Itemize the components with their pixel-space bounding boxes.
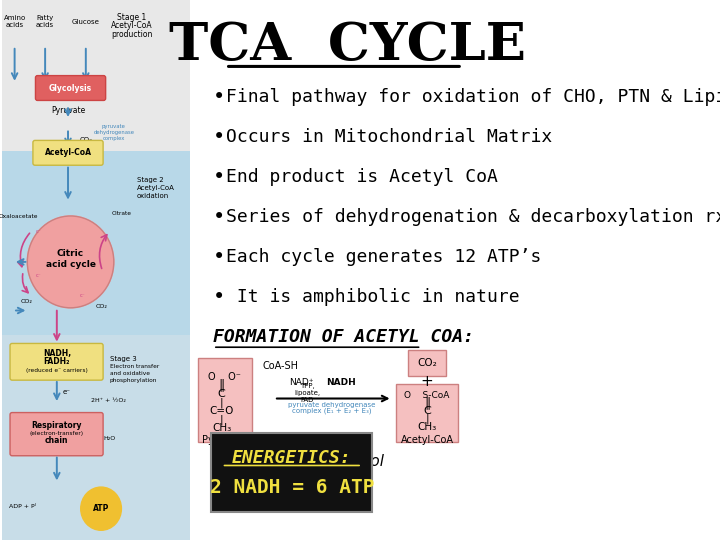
Text: and oxidative: and oxidative (109, 371, 150, 376)
Text: C=O: C=O (210, 406, 234, 416)
Text: C: C (217, 389, 225, 399)
Text: Amino
acids: Amino acids (4, 15, 26, 28)
Text: ATP: ATP (93, 504, 109, 513)
Text: NADH,: NADH, (42, 349, 71, 358)
FancyBboxPatch shape (33, 140, 103, 165)
Text: O    O⁻: O O⁻ (208, 372, 241, 382)
Text: H₂O: H₂O (104, 436, 116, 441)
Text: ADP + Pᴵ: ADP + Pᴵ (9, 504, 35, 509)
Text: TPP,
lipoate,
FAD: TPP, lipoate, FAD (294, 382, 320, 403)
Circle shape (81, 487, 122, 530)
Text: Series of dehydrogenation & decarboxylation rxns: Series of dehydrogenation & decarboxylat… (225, 208, 720, 226)
Text: FORMATION OF ACETYL COA:: FORMATION OF ACETYL COA: (213, 328, 474, 347)
Text: oxidation: oxidation (137, 193, 169, 199)
Text: CO₂: CO₂ (95, 304, 107, 309)
Text: c⁻: c⁻ (36, 228, 41, 234)
Text: Stage 3: Stage 3 (109, 355, 137, 362)
Text: •: • (213, 207, 225, 227)
Text: •: • (213, 87, 225, 107)
Text: CO₂: CO₂ (417, 358, 437, 368)
FancyBboxPatch shape (212, 433, 372, 512)
Text: 2 NADH = 6 ATP: 2 NADH = 6 ATP (210, 478, 374, 497)
Text: Citrate: Citrate (112, 211, 132, 217)
Text: Each cycle generates 12 ATP’s: Each cycle generates 12 ATP’s (225, 248, 541, 266)
Text: pyruvate
dehydrogenase
complex: pyruvate dehydrogenase complex (94, 124, 135, 140)
FancyBboxPatch shape (2, 151, 190, 335)
Text: •: • (213, 247, 225, 267)
Text: +: + (420, 374, 433, 389)
Text: C: C (423, 406, 431, 416)
FancyBboxPatch shape (395, 384, 458, 442)
FancyBboxPatch shape (10, 413, 103, 456)
Text: ΔG°’ = −33.4 kJ/mol: ΔG°’ = −33.4 kJ/mol (229, 454, 385, 469)
Text: Electron transfer: Electron transfer (109, 364, 159, 369)
Text: production: production (111, 30, 152, 39)
Text: c⁻: c⁻ (79, 293, 85, 299)
Text: Oxaloacetate: Oxaloacetate (0, 213, 38, 219)
FancyBboxPatch shape (10, 343, 103, 380)
Text: complex (E₁ + E₂ + E₃): complex (E₁ + E₂ + E₃) (292, 408, 372, 414)
Text: Glycolysis: Glycolysis (49, 84, 92, 92)
Text: O    S-CoA: O S-CoA (405, 391, 450, 400)
Text: Fatty
acids: Fatty acids (36, 15, 54, 28)
Text: c⁻: c⁻ (36, 273, 41, 278)
Text: Final pathway for oxidation of CHO, PTN & Lipid: Final pathway for oxidation of CHO, PTN … (225, 88, 720, 106)
Text: 2H⁺ + ½O₂: 2H⁺ + ½O₂ (91, 398, 126, 403)
Text: Acetyl-CoA: Acetyl-CoA (45, 148, 91, 157)
Text: Acetyl-CoA: Acetyl-CoA (111, 22, 153, 30)
Text: phosphorylation: phosphorylation (109, 378, 157, 383)
FancyBboxPatch shape (2, 335, 190, 540)
Text: ENERGETICS:: ENERGETICS: (232, 449, 351, 468)
Text: |: | (220, 414, 223, 425)
Text: ∥: ∥ (218, 379, 225, 392)
Text: Respiratory: Respiratory (32, 421, 82, 430)
Text: •: • (213, 287, 225, 307)
Text: (reduced e⁻ carriers): (reduced e⁻ carriers) (26, 368, 88, 374)
Text: pyruvate dehydrogenase: pyruvate dehydrogenase (288, 402, 375, 408)
Text: Pyruvate: Pyruvate (202, 435, 246, 445)
Text: It is amphibolic in nature: It is amphibolic in nature (225, 288, 519, 306)
Text: |: | (426, 414, 429, 424)
Text: CH₃: CH₃ (418, 422, 437, 432)
Text: Acetyl-CoA: Acetyl-CoA (400, 435, 454, 445)
FancyBboxPatch shape (408, 350, 446, 376)
Text: TCA  CYCLE: TCA CYCLE (169, 21, 526, 71)
Text: e⁻: e⁻ (63, 388, 71, 395)
Text: •: • (213, 127, 225, 147)
Text: •: • (213, 167, 225, 187)
Text: Citric
acid cycle: Citric acid cycle (45, 249, 96, 269)
Text: CO₂: CO₂ (20, 299, 32, 304)
Text: CH₃: CH₃ (212, 423, 231, 433)
Text: Glucose: Glucose (72, 18, 100, 25)
Text: CO₂: CO₂ (79, 137, 92, 144)
Text: FADH₂: FADH₂ (44, 357, 70, 366)
Text: Occurs in Mitochondrial Matrix: Occurs in Mitochondrial Matrix (225, 128, 552, 146)
FancyBboxPatch shape (2, 0, 190, 151)
Text: chain: chain (45, 436, 68, 445)
Text: NAD⁺: NAD⁺ (289, 378, 314, 387)
FancyBboxPatch shape (35, 76, 106, 100)
Circle shape (27, 216, 114, 308)
Text: End product is Acetyl CoA: End product is Acetyl CoA (225, 168, 498, 186)
Text: CoA-SH: CoA-SH (263, 361, 299, 371)
Text: Acetyl-CoA: Acetyl-CoA (137, 185, 174, 191)
Text: NADH: NADH (326, 378, 356, 387)
Text: ∥: ∥ (424, 396, 430, 409)
Text: (electron-transfer): (electron-transfer) (30, 430, 84, 436)
Text: Pyruvate: Pyruvate (51, 106, 85, 114)
FancyBboxPatch shape (198, 358, 252, 442)
Text: Stage 2: Stage 2 (137, 177, 163, 183)
Text: Stage 1: Stage 1 (117, 13, 146, 22)
Text: |: | (220, 397, 223, 408)
